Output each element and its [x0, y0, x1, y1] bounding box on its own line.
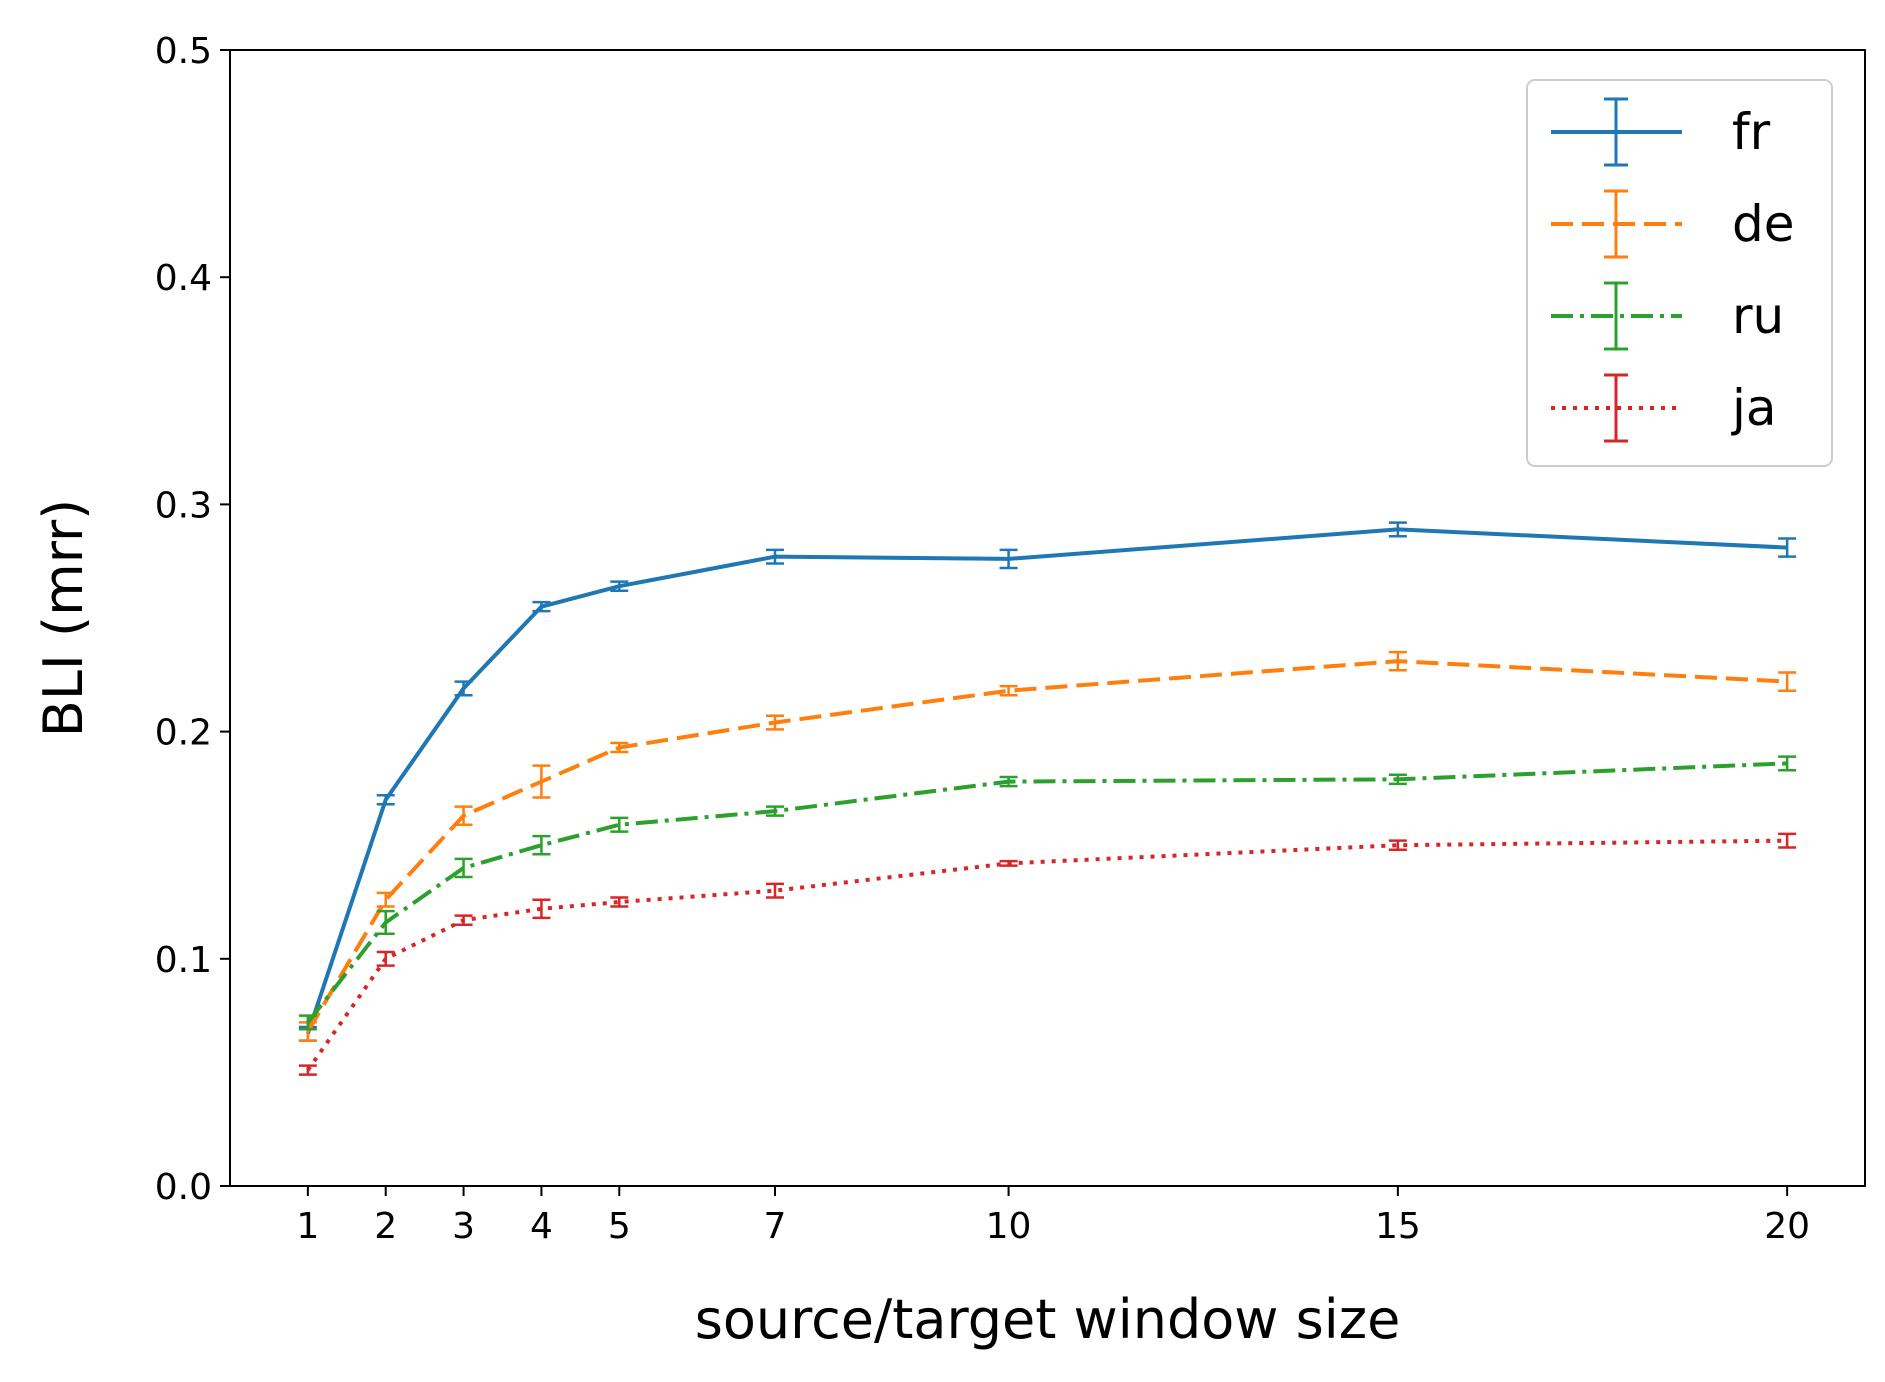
- error-bar: [532, 898, 551, 920]
- y-tick-label: 0.2: [155, 713, 212, 754]
- error-bar: [1778, 832, 1797, 849]
- legend-box: [1526, 79, 1833, 467]
- error-bar: [298, 1014, 317, 1031]
- x-tick-label: 5: [608, 1206, 631, 1247]
- error-bar: [454, 680, 473, 697]
- x-axis: 1 2 3 4 5 7 10 15 20: [296, 1186, 1810, 1247]
- error-bar: [766, 882, 784, 899]
- error-bar: [1388, 521, 1407, 538]
- x-tick-label: 1: [296, 1206, 319, 1247]
- error-bar: [999, 775, 1018, 788]
- series-ja: [298, 832, 1797, 1076]
- error-bar: [298, 1064, 317, 1076]
- error-bar: [766, 805, 784, 817]
- x-tick-label: 3: [452, 1206, 475, 1247]
- plot-frame: [229, 49, 1866, 1187]
- x-tick-label: 2: [374, 1206, 397, 1247]
- x-tick-label: 7: [764, 1206, 787, 1247]
- error-bar: [376, 909, 395, 936]
- legend-item-fr: fr: [1551, 97, 1771, 167]
- legend-label-fr: fr: [1732, 103, 1771, 161]
- legend-label-ru: ru: [1732, 287, 1784, 345]
- error-bar: [532, 834, 551, 856]
- error-bar: [1388, 839, 1407, 851]
- y-tick-label: 0.4: [155, 258, 212, 299]
- error-bar: [999, 684, 1018, 697]
- x-tick-label: 20: [1764, 1206, 1810, 1247]
- series-line-ru: [306, 761, 1788, 1024]
- x-axis-label: source/target window size: [695, 1288, 1401, 1351]
- error-bar: [1778, 755, 1797, 772]
- error-bar: [532, 600, 551, 613]
- series-de: [298, 650, 1797, 1042]
- error-bar: [610, 580, 629, 592]
- error-bar: [766, 548, 784, 565]
- y-tick-label: 0.3: [155, 485, 212, 526]
- legend-label-ja: ja: [1731, 379, 1777, 437]
- error-bar: [999, 859, 1018, 867]
- series-line-de: [306, 659, 1788, 1033]
- error-bar: [1778, 537, 1797, 558]
- error-bar: [766, 714, 784, 731]
- x-tick-label: 10: [986, 1206, 1032, 1247]
- legend-item-ja: ja: [1551, 373, 1777, 443]
- y-tick-label: 0.0: [155, 1167, 212, 1208]
- error-bar: [610, 741, 629, 754]
- y-axis: 0.0 0.1 0.2 0.3 0.4 0.5: [155, 31, 230, 1208]
- y-axis-label: BLI (mrr): [32, 499, 95, 737]
- x-tick-label: 4: [530, 1206, 553, 1247]
- legend-item-de: de: [1551, 189, 1795, 259]
- error-bar: [454, 857, 473, 879]
- y-tick-label: 0.5: [155, 31, 212, 72]
- error-bar: [454, 914, 473, 926]
- error-bar: [1778, 671, 1797, 692]
- x-tick-label: 15: [1375, 1206, 1421, 1247]
- legend: fr de ru ja: [1526, 79, 1833, 467]
- error-bar: [1388, 650, 1407, 672]
- legend-item-ru: ru: [1551, 281, 1784, 351]
- error-bar: [999, 548, 1018, 570]
- error-bar: [610, 896, 629, 908]
- series-fr: [298, 521, 1797, 1042]
- series-line-ja: [306, 838, 1788, 1072]
- plot-marks: [298, 521, 1797, 1076]
- error-bar: [376, 950, 395, 967]
- error-bar: [610, 816, 629, 833]
- series-ru: [298, 755, 1797, 1031]
- legend-label-de: de: [1732, 195, 1795, 253]
- error-bar: [376, 891, 395, 908]
- error-bar: [454, 805, 473, 827]
- error-bar: [376, 793, 395, 806]
- error-bar: [1388, 773, 1407, 786]
- y-tick-label: 0.1: [155, 940, 212, 981]
- error-bar: [532, 764, 551, 799]
